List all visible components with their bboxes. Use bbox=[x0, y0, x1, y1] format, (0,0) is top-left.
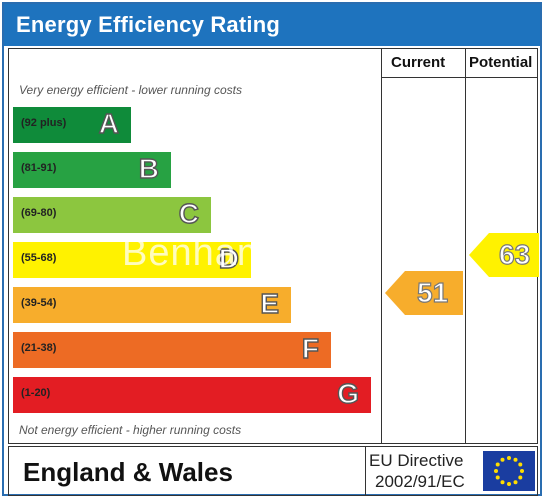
band-letter: C bbox=[178, 197, 200, 229]
watermark: Benham bbox=[122, 232, 270, 274]
band-range-label: (69-80) bbox=[21, 207, 57, 219]
eu-flag-icon bbox=[483, 451, 535, 491]
rating-band-c: (69-80) C bbox=[13, 197, 211, 233]
rating-band-d: (55-68) D bbox=[13, 242, 251, 278]
note-top: Very energy efficient - lower running co… bbox=[19, 83, 242, 97]
rating-grid: Current Potential Very energy efficient … bbox=[8, 48, 539, 444]
rating-band-a: (92 plus) A bbox=[13, 107, 131, 143]
column-divider-potential bbox=[465, 49, 466, 443]
band-range-label: (1-20) bbox=[21, 387, 51, 399]
band-range-label: (39-54) bbox=[21, 297, 57, 309]
header-divider bbox=[381, 77, 537, 78]
potential-arrow-shape bbox=[469, 233, 539, 277]
footer-divider bbox=[365, 447, 366, 495]
band-range-label: (21-38) bbox=[21, 342, 57, 354]
current-arrow-shape bbox=[385, 271, 463, 315]
rating-band-g: (1-20) G bbox=[13, 377, 371, 413]
directive-label: EU Directive bbox=[369, 451, 464, 470]
current-column-header: Current bbox=[391, 54, 446, 71]
title-bar: Energy Efficiency Rating bbox=[4, 4, 540, 46]
band-letter: D bbox=[218, 242, 240, 274]
band-letter: G bbox=[337, 377, 360, 409]
potential-rating-arrow: 63 bbox=[469, 233, 539, 277]
chart-title: Energy Efficiency Rating bbox=[16, 12, 280, 37]
potential-rating-value: 63 bbox=[498, 238, 531, 270]
rating-band-f: (21-38) F bbox=[13, 332, 331, 368]
rating-band-e: (39-54) E bbox=[13, 287, 291, 323]
region-label: England & Wales bbox=[23, 457, 233, 487]
band-range-label: (55-68) bbox=[21, 252, 57, 264]
footer: England & Wales EU Directive 2002/91/EC bbox=[8, 446, 538, 496]
band-range-label: (81-91) bbox=[21, 162, 57, 174]
rating-band-b: (81-91) B bbox=[13, 152, 171, 188]
potential-column-header: Potential bbox=[469, 54, 533, 71]
band-range-label: (92 plus) bbox=[21, 117, 67, 129]
directive-number: 2002/91/EC bbox=[375, 472, 465, 491]
band-letter: E bbox=[260, 287, 280, 319]
current-rating-value: 51 bbox=[416, 276, 449, 308]
epc-chart: Energy Efficiency Rating Current Potenti… bbox=[2, 2, 542, 496]
current-rating-arrow: 51 bbox=[385, 271, 463, 315]
note-bottom: Not energy efficient - higher running co… bbox=[19, 423, 242, 437]
column-divider-current bbox=[381, 49, 382, 443]
band-letter: F bbox=[301, 332, 320, 364]
band-letter: A bbox=[98, 107, 120, 139]
band-letter: B bbox=[138, 152, 160, 184]
